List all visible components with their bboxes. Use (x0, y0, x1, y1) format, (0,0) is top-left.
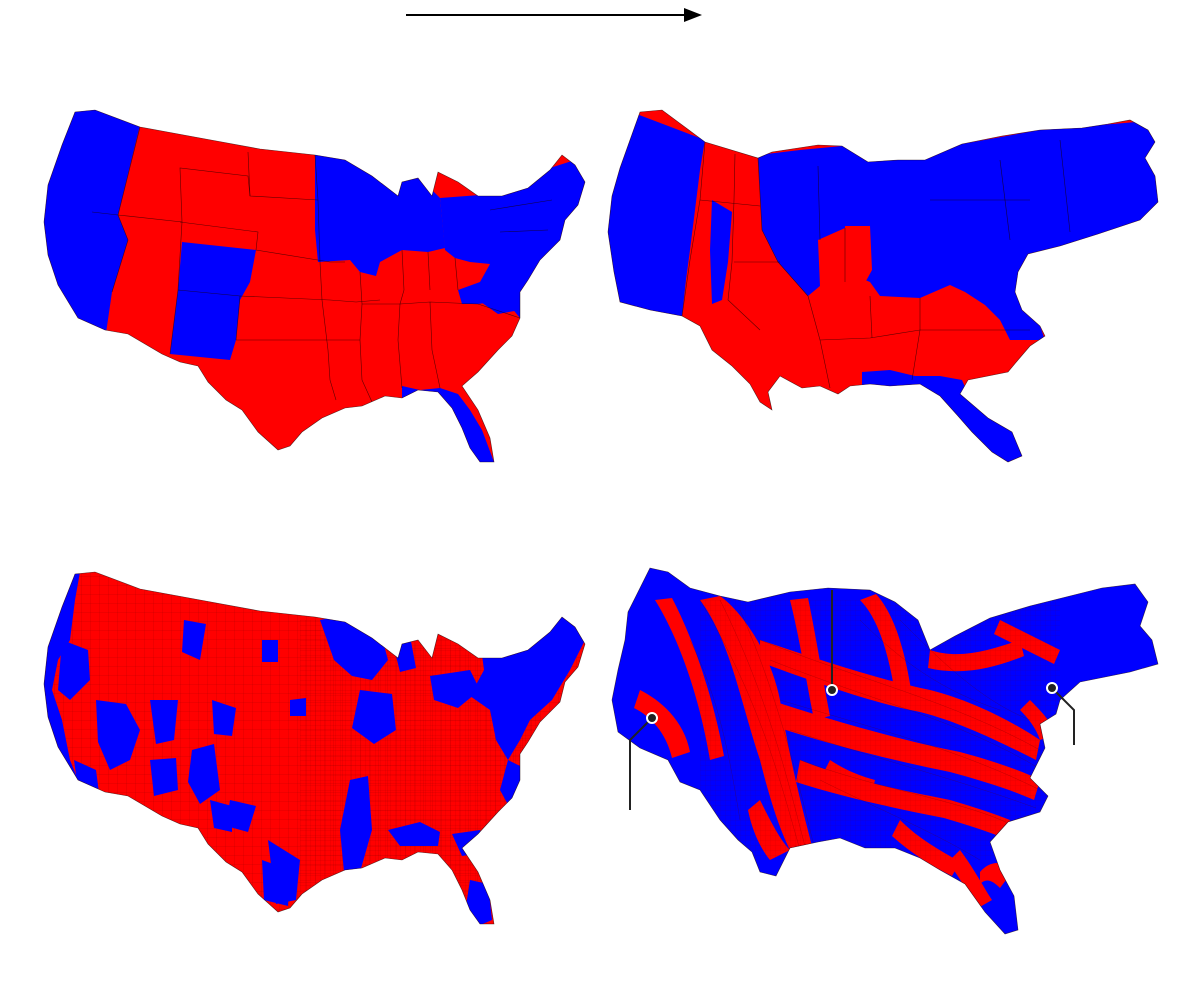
callout-chicago (826, 590, 838, 696)
callout-new-york (1046, 682, 1075, 745)
state-cartogram-map (607, 109, 1159, 463)
callout-los-angeles (629, 712, 658, 810)
right-arrow-icon (406, 8, 702, 22)
county-cartogram-map (611, 567, 1159, 935)
county-geographic-map (43, 571, 586, 925)
state-geographic-map (43, 109, 586, 463)
